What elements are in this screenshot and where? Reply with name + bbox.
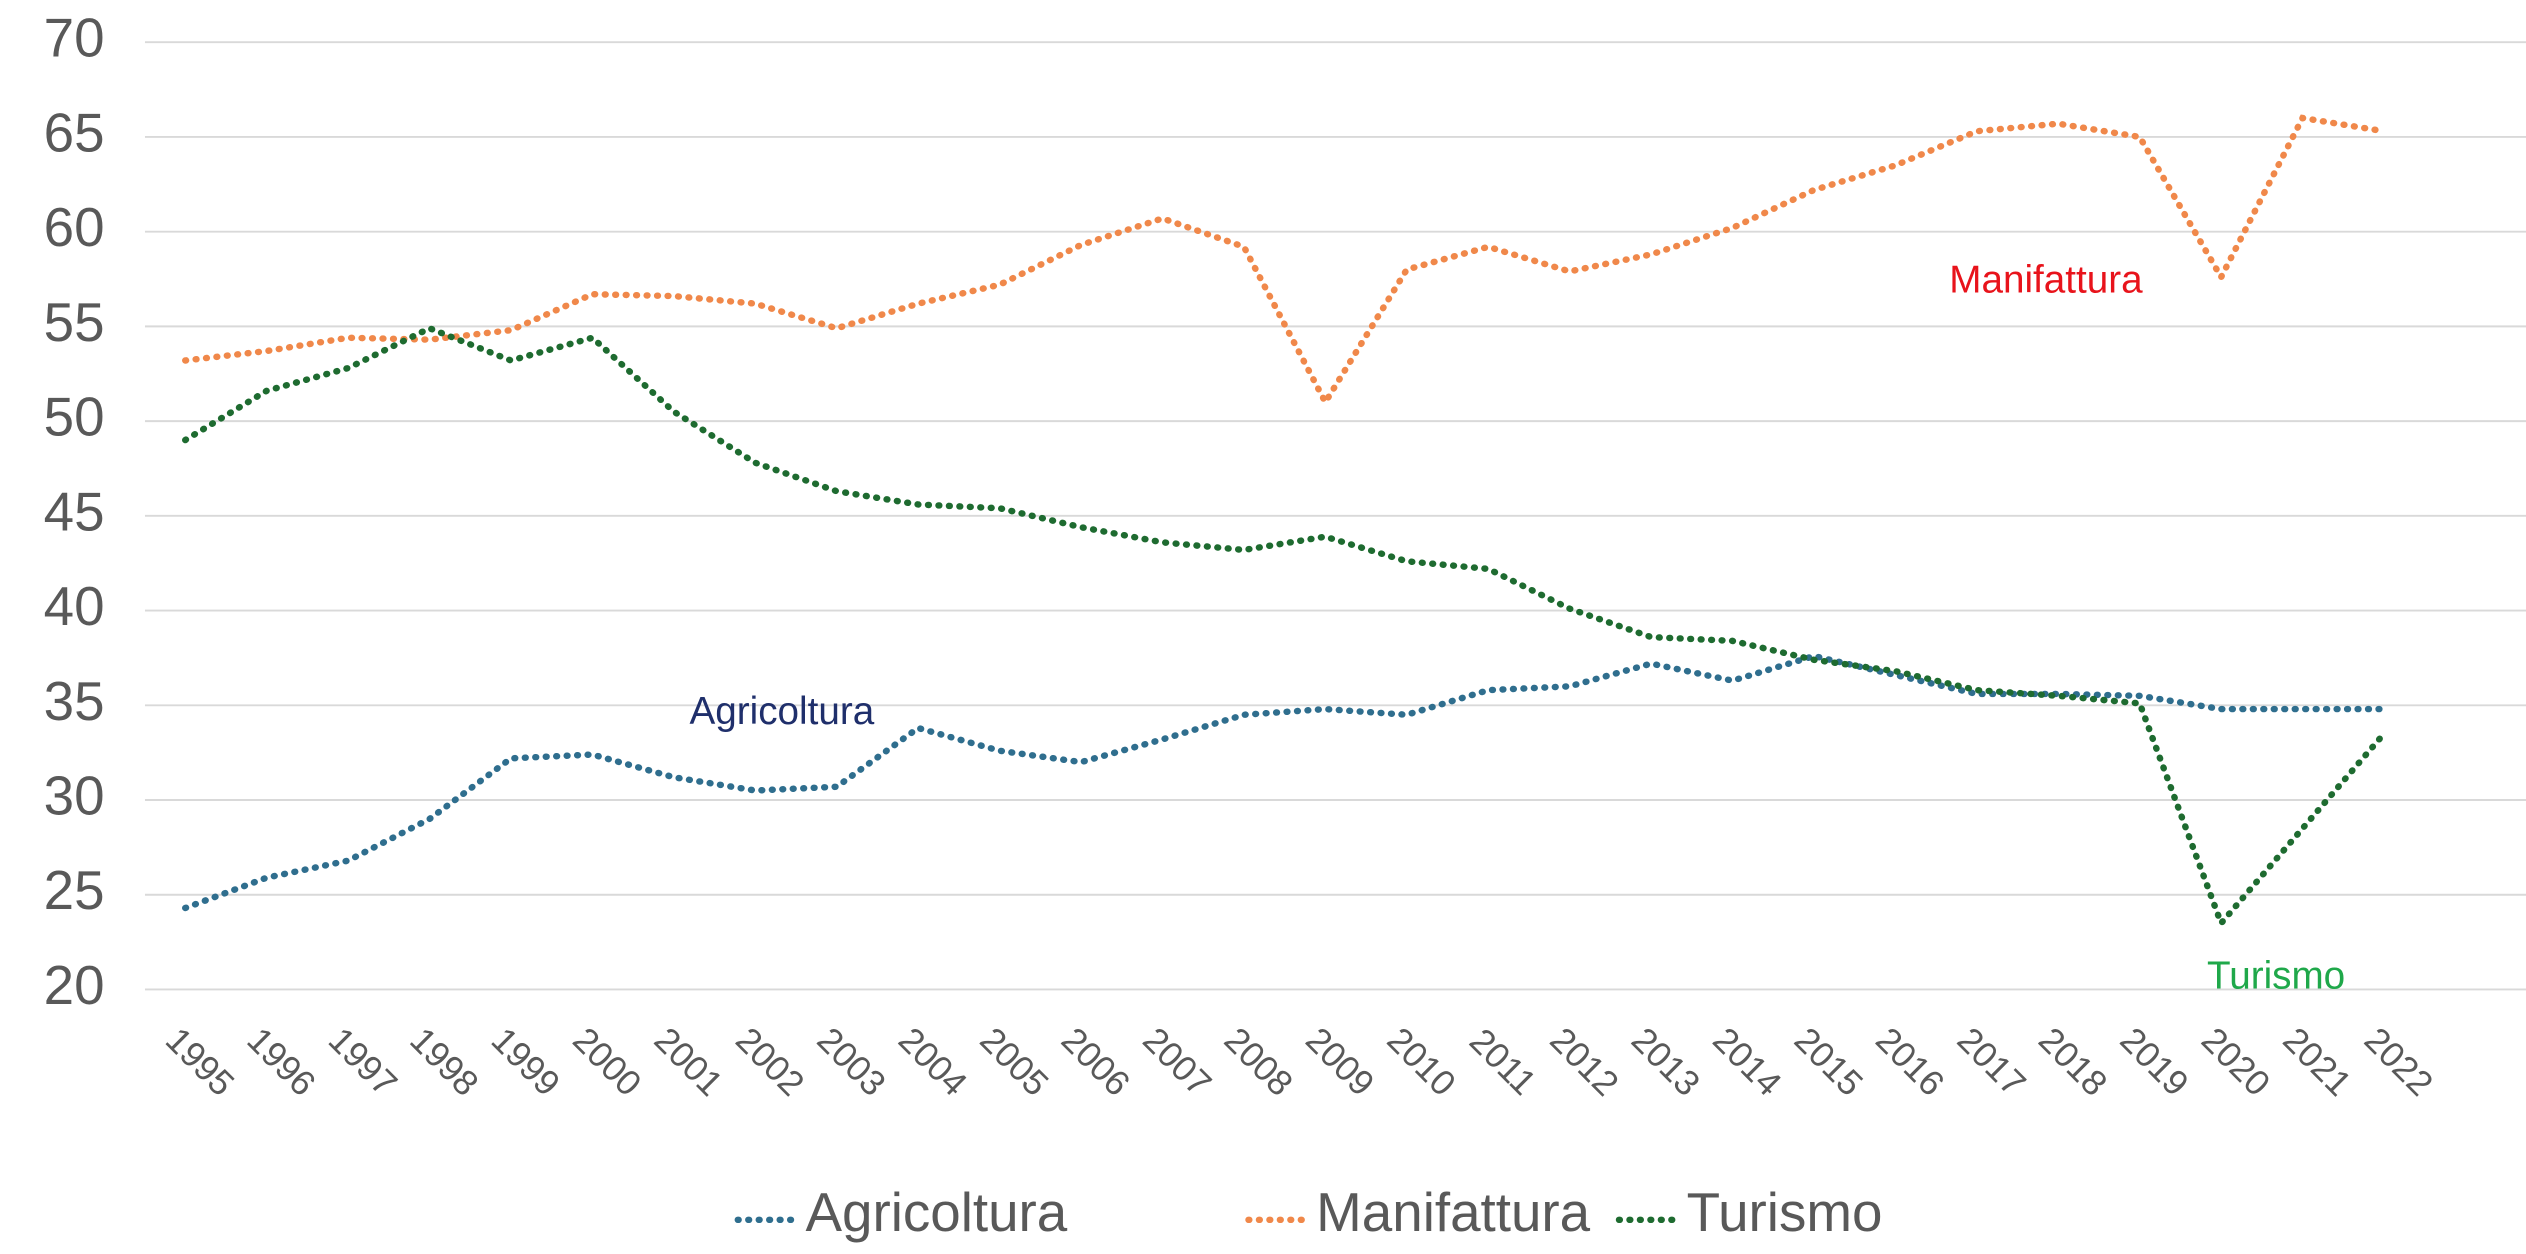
x-tick-label: 2022 [2357, 1020, 2441, 1104]
y-tick-label: 45 [44, 480, 105, 542]
x-tick-label: 1997 [321, 1020, 405, 1104]
annotation: Agricoltura [689, 690, 874, 733]
x-tick-label: 2017 [1950, 1020, 2034, 1104]
x-tick-label: 2003 [809, 1020, 893, 1104]
x-tick-label: 1995 [158, 1020, 242, 1104]
y-tick-label: 65 [44, 101, 105, 163]
legend-label: Turismo [1687, 1181, 1883, 1243]
x-tick-label: 2019 [2112, 1020, 2196, 1104]
x-tick-label: 2013 [1624, 1020, 1708, 1104]
x-tick-label: 2008 [1217, 1020, 1301, 1104]
annotation: Manifattura [1949, 258, 2143, 301]
x-tick-label: 2014 [1705, 1020, 1789, 1104]
x-tick-label: 2006 [1054, 1020, 1138, 1104]
y-tick-label: 35 [44, 670, 105, 732]
x-tick-label: 2004 [891, 1020, 975, 1104]
y-tick-label: 40 [44, 575, 105, 637]
x-tick-label: 1996 [239, 1020, 323, 1104]
x-tick-label: 2020 [2194, 1020, 2278, 1104]
y-tick-label: 55 [44, 291, 105, 353]
legend-label: Manifattura [1316, 1181, 1591, 1243]
x-tick-label: 2010 [1380, 1020, 1464, 1104]
series-line [182, 652, 2388, 912]
y-tick-label: 70 [44, 7, 105, 69]
x-tick-label: 2015 [1787, 1020, 1871, 1104]
x-tick-label: 2002 [728, 1020, 812, 1104]
y-tick-label: 60 [44, 196, 105, 258]
x-tick-label: 2011 [1462, 1021, 1544, 1103]
series-line [182, 324, 2388, 930]
x-tick-label: 2012 [1542, 1020, 1626, 1104]
x-tick-label: 2007 [1135, 1020, 1219, 1104]
x-tick-label: 1999 [484, 1020, 568, 1104]
x-tick-label: 2001 [647, 1020, 731, 1104]
y-tick-label: 25 [44, 859, 105, 921]
x-tick-label: 2021 [2275, 1020, 2359, 1104]
annotation: Turismo [2207, 954, 2345, 997]
series-line [182, 114, 2388, 409]
legend-label: Agricoltura [805, 1181, 1067, 1243]
x-tick-label: 2009 [1298, 1020, 1382, 1104]
x-tick-label: 2005 [972, 1020, 1056, 1104]
y-tick-label: 30 [44, 764, 105, 826]
y-tick-label: 20 [44, 954, 105, 1016]
x-tick-label: 2000 [565, 1020, 649, 1104]
y-tick-label: 50 [44, 386, 105, 448]
x-tick-label: 2016 [1868, 1020, 1952, 1104]
x-tick-label: 1998 [402, 1020, 486, 1104]
x-tick-label: 2018 [2031, 1020, 2115, 1104]
